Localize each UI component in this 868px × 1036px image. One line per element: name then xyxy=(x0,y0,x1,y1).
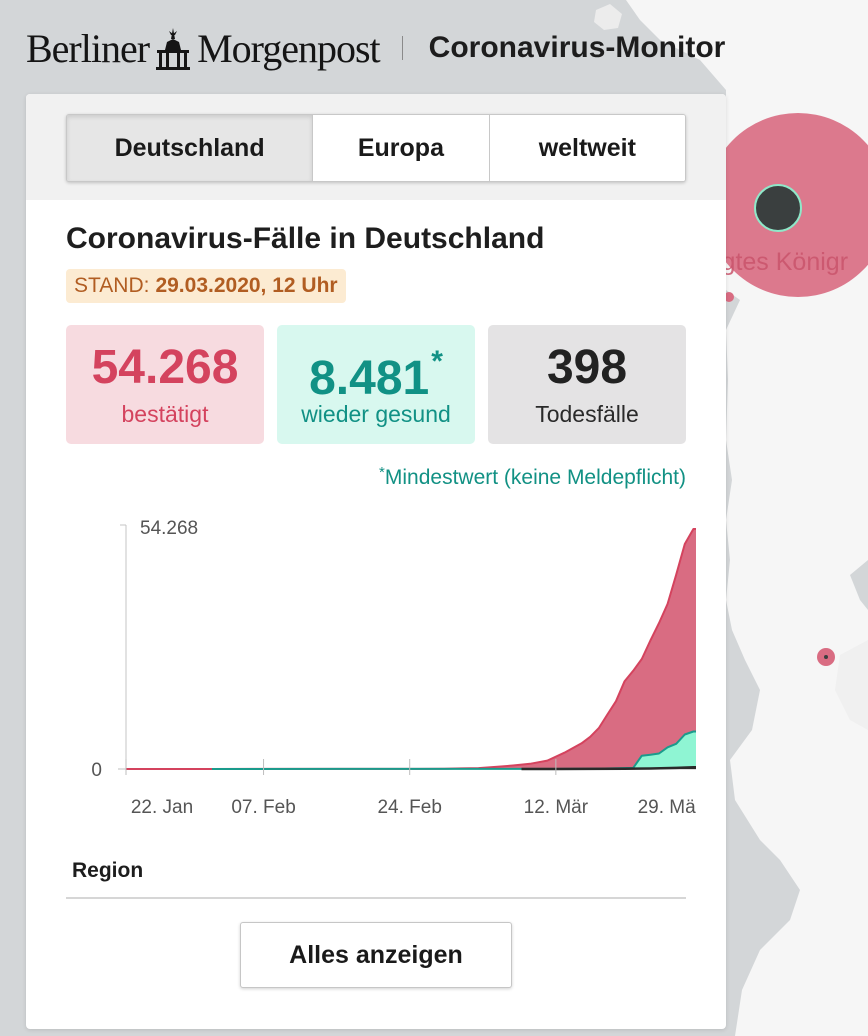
x-tick-label: 07. Feb xyxy=(231,797,295,818)
brand-name-right: Morgenpost xyxy=(197,25,381,71)
map-country-label: igtes Königr xyxy=(716,248,848,276)
status-date: 29.03.2020, 12 Uhr xyxy=(155,274,338,297)
region-divider xyxy=(66,897,686,899)
recovered-count: 8.481 xyxy=(309,352,430,405)
brandenburg-gate-icon xyxy=(156,28,191,70)
series-area-recovered xyxy=(212,731,696,769)
show-all-button[interactable]: Alles anzeigen xyxy=(240,922,512,988)
site-header: Berliner Morgenpost Coronavirus-Monitor xyxy=(26,16,725,80)
tab-deutschland[interactable]: Deutschland xyxy=(67,115,314,181)
y-tick-label: 0 xyxy=(91,760,102,781)
recovered-value-row: 8.481* xyxy=(277,339,475,408)
cases-chart[interactable]: 0 54.268 22. Jan 07. Feb 24. Feb 12. Mär 29. M… xyxy=(56,510,696,830)
tab-weltweit[interactable]: weltweit xyxy=(489,115,685,181)
stat-deaths: 398 Todesfälle xyxy=(488,325,686,444)
footnote-asterisk: * xyxy=(379,464,385,481)
y-tick-label: 54.268 xyxy=(140,518,198,539)
brand-name-left: Berliner xyxy=(26,25,150,71)
map-bubble-ireland-inner xyxy=(824,655,828,659)
page-title: Coronavirus-Monitor xyxy=(428,31,726,64)
info-panel: Deutschland Europa weltweit Coronavirus-… xyxy=(26,94,726,1029)
stat-confirmed: 54.268 bestätigt xyxy=(66,325,264,444)
tab-europa[interactable]: Europa xyxy=(313,115,490,181)
x-tick-label: 29. Mär xyxy=(638,797,696,818)
status-badge: STAND: 29.03.2020, 12 Uhr xyxy=(66,269,346,303)
region-column-header: Region xyxy=(72,859,144,882)
map-island xyxy=(594,4,622,30)
map-landmass-west xyxy=(835,640,868,730)
brand-logo[interactable]: Berliner Morgenpost xyxy=(26,25,381,72)
region-tabs: Deutschland Europa weltweit xyxy=(66,114,686,182)
section-title: Coronavirus-Fälle in Deutschland xyxy=(66,222,545,255)
x-tick-label: 22. Jan xyxy=(131,797,193,818)
confirmed-count: 54.268 xyxy=(91,341,239,394)
header-divider xyxy=(401,36,403,60)
footnote-text: Mindestwert (keine Meldepflicht) xyxy=(384,466,686,489)
footnote: *Mindestwert (keine Meldepflicht) xyxy=(379,464,686,490)
stat-recovered: 8.481* wieder gesund xyxy=(277,325,475,444)
deaths-label: Todesfälle xyxy=(535,401,639,427)
series-line-deaths xyxy=(521,765,696,771)
series-line-recovered xyxy=(211,730,696,770)
deaths-count: 398 xyxy=(546,341,628,394)
recovered-label: wieder gesund xyxy=(301,401,451,427)
status-prefix: STAND: xyxy=(74,274,150,297)
confirmed-label: bestätigt xyxy=(121,401,209,427)
recovered-asterisk: * xyxy=(431,345,443,378)
x-tick-label: 24. Feb xyxy=(377,797,441,818)
map-bubble-uk-inner[interactable] xyxy=(754,184,802,232)
tab-bar: Deutschland Europa weltweit xyxy=(26,94,726,200)
series-area-confirmed xyxy=(126,529,696,769)
map-bubble-small[interactable] xyxy=(724,292,734,302)
x-tick-label: 12. Mär xyxy=(524,797,589,818)
